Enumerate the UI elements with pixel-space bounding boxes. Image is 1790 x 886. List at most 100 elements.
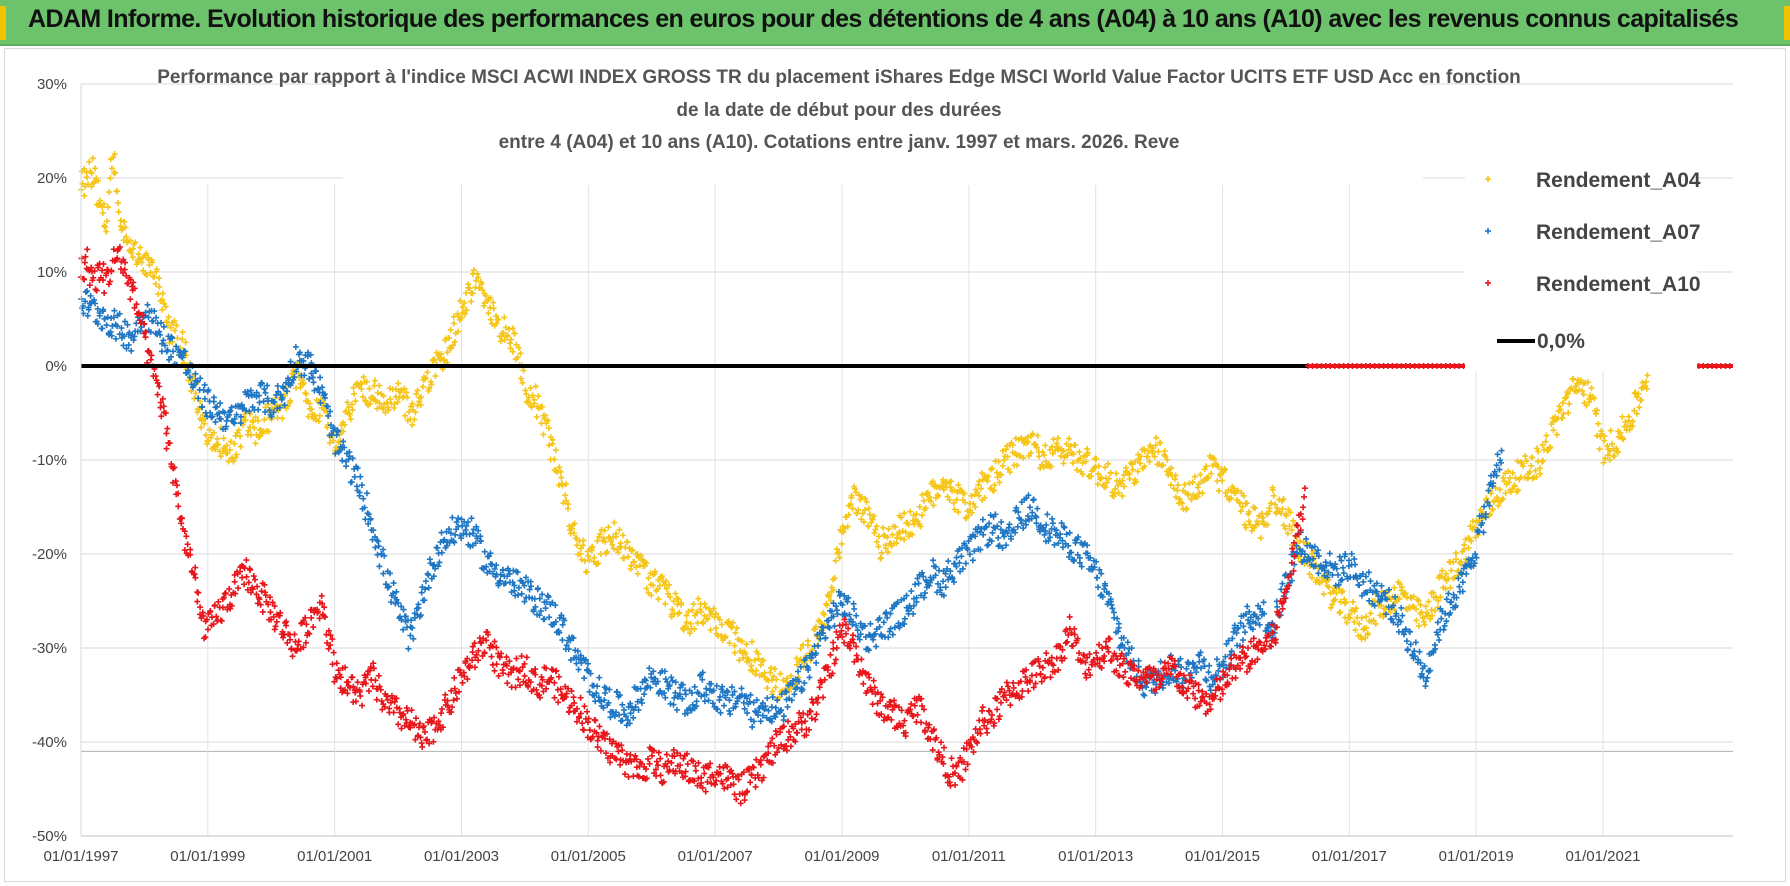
data-point [551, 679, 558, 686]
data-point [1037, 670, 1044, 677]
data-point [162, 303, 169, 310]
data-point [657, 755, 664, 762]
data-point [1352, 627, 1359, 634]
data-point [1029, 509, 1036, 516]
data-point [731, 649, 738, 656]
data-point [979, 704, 986, 711]
data-point [262, 389, 269, 396]
data-point [1094, 574, 1101, 581]
data-point [152, 280, 159, 287]
data-point [136, 255, 143, 262]
data-point [1030, 496, 1037, 503]
data-point [1463, 570, 1470, 577]
data-point [1044, 511, 1051, 518]
data-point [956, 559, 963, 566]
data-point [801, 679, 808, 686]
data-point [490, 305, 497, 312]
data-point [92, 165, 99, 172]
data-point [390, 709, 397, 716]
data-point [1356, 582, 1363, 589]
data-point [81, 165, 88, 172]
series-Rendement_A10 [77, 243, 1308, 807]
legend-label: Rendement_A07 [1536, 221, 1701, 244]
data-point [1042, 442, 1049, 449]
data-point [407, 632, 414, 639]
data-point [1174, 482, 1181, 489]
data-point [638, 699, 645, 706]
data-point [764, 695, 771, 702]
data-point [508, 336, 515, 343]
data-point [235, 585, 242, 592]
data-point [404, 394, 411, 401]
data-point [1006, 521, 1013, 528]
data-point [1191, 473, 1198, 480]
data-point [302, 389, 309, 396]
data-point [632, 752, 639, 759]
data-point [192, 564, 199, 571]
data-point [1043, 650, 1050, 657]
data-point [140, 267, 147, 274]
data-point [1270, 492, 1277, 499]
data-point [676, 609, 683, 616]
data-point [405, 645, 412, 652]
data-point [878, 549, 885, 556]
data-point [979, 516, 986, 523]
data-point [360, 495, 367, 502]
data-point [1399, 612, 1406, 619]
data-point [1403, 638, 1410, 645]
y-tick-label: 10% [37, 264, 67, 281]
data-point [1001, 456, 1008, 463]
data-point [339, 457, 346, 464]
data-point [968, 492, 975, 499]
data-point [1726, 363, 1733, 369]
x-tick-label: 01/01/2019 [1439, 848, 1514, 865]
data-point [504, 680, 511, 687]
data-point [555, 699, 562, 706]
data-point [442, 691, 449, 698]
data-point [522, 387, 529, 394]
data-point [104, 204, 111, 211]
data-point [491, 667, 498, 674]
data-point [1570, 375, 1577, 382]
data-point [1607, 427, 1614, 434]
data-point [577, 694, 584, 701]
data-point [621, 771, 628, 778]
x-tick-label: 01/01/2013 [1058, 848, 1133, 865]
data-point [163, 445, 170, 452]
data-point [833, 645, 840, 652]
data-point [999, 462, 1006, 469]
x-tick-label: 01/01/2001 [297, 848, 372, 865]
data-point [250, 573, 257, 580]
data-point [819, 694, 826, 701]
data-point [256, 399, 263, 406]
data-point [451, 674, 458, 681]
data-point [872, 526, 879, 533]
data-point [418, 589, 425, 596]
data-point [163, 430, 170, 437]
data-point [791, 691, 798, 698]
data-point [365, 688, 372, 695]
data-point [662, 600, 669, 607]
data-point [907, 508, 914, 515]
data-point [856, 671, 863, 678]
data-point [662, 694, 669, 701]
data-point [1228, 655, 1235, 662]
data-point [259, 608, 266, 615]
data-point [195, 589, 202, 596]
data-point [220, 435, 227, 442]
data-point [717, 709, 724, 716]
data-point [1528, 462, 1535, 469]
data-point [123, 233, 130, 240]
data-point [901, 536, 908, 543]
legend-label: 0,0% [1537, 330, 1585, 353]
data-point [854, 510, 861, 517]
data-point [112, 169, 119, 176]
data-point [1440, 626, 1447, 633]
data-point [757, 718, 764, 725]
data-point [682, 691, 689, 698]
data-point [738, 685, 745, 692]
data-point [230, 458, 237, 465]
data-point [691, 683, 698, 690]
y-tick-label: -50% [32, 828, 67, 845]
y-tick-label: -40% [32, 734, 67, 751]
